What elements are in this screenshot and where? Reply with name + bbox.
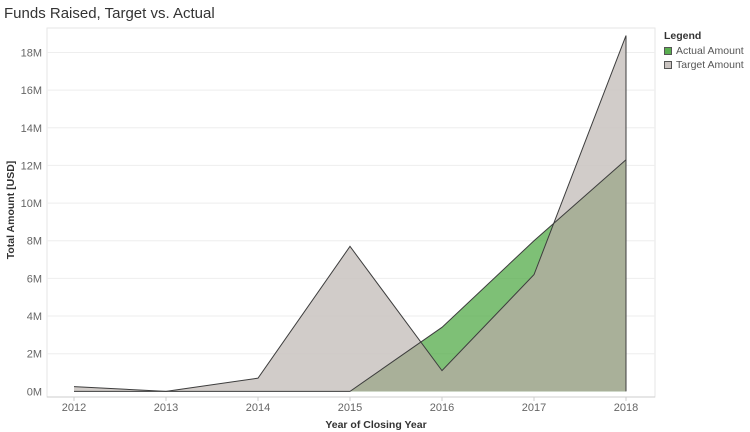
- y-tick-label-14M: 14M: [21, 123, 42, 135]
- y-tick-label-0M: 0M: [27, 386, 42, 398]
- y-tick-label-4M: 4M: [27, 311, 42, 323]
- x-tick-label-2013: 2013: [154, 402, 178, 414]
- legend: Legend Actual Amount Target Amount: [664, 30, 750, 72]
- y-tick-label-6M: 6M: [27, 273, 42, 285]
- legend-swatch-actual: [664, 47, 672, 55]
- legend-label-actual: Actual Amount: [676, 45, 744, 57]
- y-tick-label-18M: 18M: [21, 47, 42, 59]
- series-line-actual: [74, 159, 627, 392]
- x-tick-label-2012: 2012: [62, 402, 86, 414]
- x-tick-label-2017: 2017: [522, 402, 546, 414]
- y-axis-label: Total Amount [USD]: [5, 161, 17, 260]
- x-tick-label-2016: 2016: [430, 402, 454, 414]
- legend-item-actual[interactable]: Actual Amount: [664, 44, 750, 58]
- y-tick-label-2M: 2M: [27, 349, 42, 361]
- legend-swatch-target: [664, 61, 672, 69]
- x-tick-label-2015: 2015: [338, 402, 362, 414]
- y-tick-label-12M: 12M: [21, 160, 42, 172]
- y-tick-label-8M: 8M: [27, 236, 42, 248]
- legend-item-target[interactable]: Target Amount: [664, 58, 750, 72]
- legend-label-target: Target Amount: [676, 59, 744, 71]
- y-tick-label-10M: 10M: [21, 198, 42, 210]
- series-area-overlap: [74, 159, 626, 392]
- chart-plot: 0M 2M 4M 6M 8M 10M 12M 14M 16M 18M 2012 2013 2014 201…: [5, 27, 656, 431]
- x-tick-label-2014: 2014: [246, 402, 270, 414]
- x-axis-label: Year of Closing Year: [325, 419, 426, 431]
- legend-title: Legend: [664, 30, 702, 42]
- chart-title: Funds Raised, Target vs. Actual: [4, 5, 215, 22]
- x-tick-label-2018: 2018: [614, 402, 638, 414]
- y-tick-label-16M: 16M: [21, 85, 42, 97]
